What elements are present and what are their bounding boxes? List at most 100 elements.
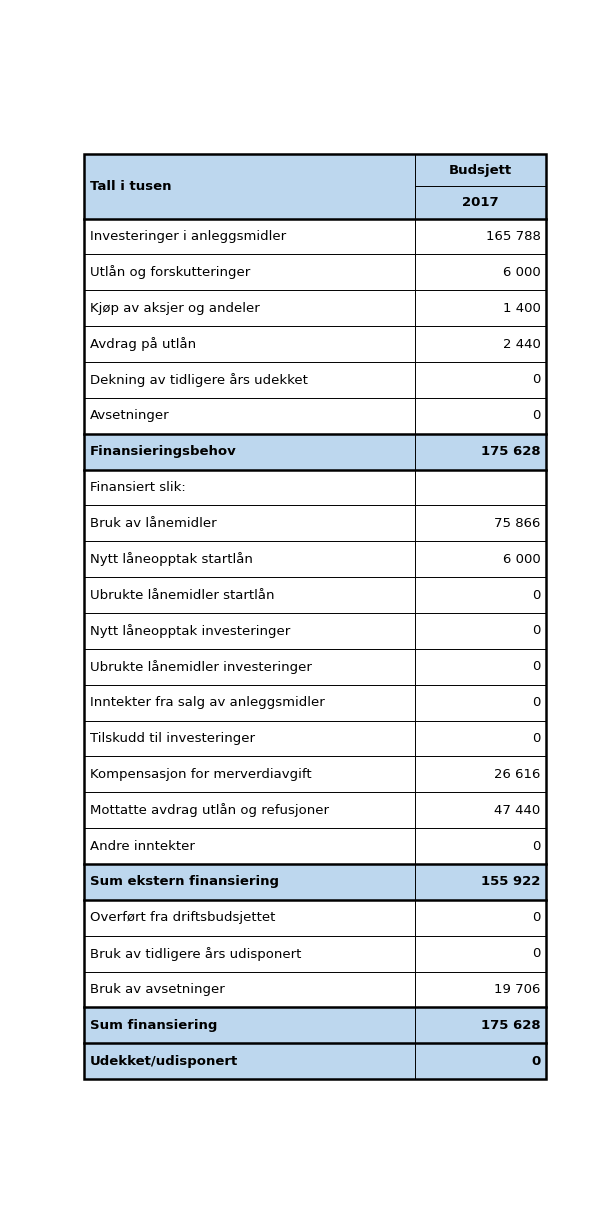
Text: Dekning av tidligere års udekket: Dekning av tidligere års udekket xyxy=(90,372,308,387)
Bar xyxy=(84,541,415,578)
Bar xyxy=(415,1043,546,1079)
Text: 0: 0 xyxy=(532,840,541,852)
Bar xyxy=(84,326,415,361)
Text: Bruk av tidligere års udisponert: Bruk av tidligere års udisponert xyxy=(90,946,301,961)
Text: Udekket/udisponert: Udekket/udisponert xyxy=(90,1055,238,1067)
Bar xyxy=(84,291,415,326)
Text: Ubrukte lånemidler startlån: Ubrukte lånemidler startlån xyxy=(90,589,274,602)
Bar xyxy=(84,1043,415,1079)
Bar xyxy=(84,433,415,470)
Text: Avsetninger: Avsetninger xyxy=(90,409,169,422)
Text: 47 440: 47 440 xyxy=(494,803,541,817)
Text: Investeringer i anleggsmidler: Investeringer i anleggsmidler xyxy=(90,230,286,243)
Text: Avdrag på utlån: Avdrag på utlån xyxy=(90,337,196,352)
Text: Sum ekstern finansiering: Sum ekstern finansiering xyxy=(90,875,279,889)
Text: 75 866: 75 866 xyxy=(494,516,541,530)
Text: Sum finansiering: Sum finansiering xyxy=(90,1018,217,1032)
Text: 0: 0 xyxy=(532,911,541,924)
Text: 155 922: 155 922 xyxy=(482,875,541,889)
Text: 175 628: 175 628 xyxy=(481,1018,541,1032)
Bar xyxy=(415,398,546,433)
Text: Kompensasjon for merverdiavgift: Kompensasjon for merverdiavgift xyxy=(90,768,311,781)
Bar xyxy=(415,219,546,254)
Text: 165 788: 165 788 xyxy=(486,230,541,243)
Text: 0: 0 xyxy=(532,696,541,709)
Bar xyxy=(415,254,546,291)
Text: 0: 0 xyxy=(532,624,541,637)
Text: Finansiert slik:: Finansiert slik: xyxy=(90,481,186,495)
Bar xyxy=(415,685,546,720)
Bar xyxy=(84,757,415,792)
Text: 0: 0 xyxy=(532,589,541,602)
Text: Nytt låneopptak investeringer: Nytt låneopptak investeringer xyxy=(90,624,290,637)
Bar xyxy=(84,792,415,828)
Text: Nytt låneopptak startlån: Nytt låneopptak startlån xyxy=(90,552,253,567)
Text: Bruk av avsetninger: Bruk av avsetninger xyxy=(90,983,224,996)
Text: Andre inntekter: Andre inntekter xyxy=(90,840,194,852)
Text: Mottatte avdrag utlån og refusjoner: Mottatte avdrag utlån og refusjoner xyxy=(90,803,329,817)
Bar xyxy=(415,433,546,470)
Bar xyxy=(84,398,415,433)
Bar xyxy=(84,254,415,291)
Text: 1 400: 1 400 xyxy=(502,302,541,315)
Bar xyxy=(415,541,546,578)
Bar xyxy=(84,900,415,935)
Text: 26 616: 26 616 xyxy=(494,768,541,781)
Text: 6 000: 6 000 xyxy=(503,553,541,565)
Bar xyxy=(415,578,546,613)
Bar xyxy=(84,864,415,900)
Bar xyxy=(84,578,415,613)
Text: Tall i tusen: Tall i tusen xyxy=(90,179,171,193)
Text: Budsjett: Budsjett xyxy=(449,164,512,177)
Bar xyxy=(84,219,415,254)
Text: Inntekter fra salg av anleggsmidler: Inntekter fra salg av anleggsmidler xyxy=(90,696,325,709)
Bar xyxy=(84,470,415,505)
Bar xyxy=(84,154,415,219)
Text: Utlån og forskutteringer: Utlån og forskutteringer xyxy=(90,265,250,280)
Text: Kjøp av aksjer og andeler: Kjøp av aksjer og andeler xyxy=(90,302,260,315)
Text: 0: 0 xyxy=(532,374,541,386)
Text: 6 000: 6 000 xyxy=(503,266,541,278)
Bar xyxy=(415,505,546,541)
Bar xyxy=(415,828,546,864)
Text: Tilskudd til investeringer: Tilskudd til investeringer xyxy=(90,733,255,745)
Bar xyxy=(84,505,415,541)
Text: 19 706: 19 706 xyxy=(494,983,541,996)
Text: 175 628: 175 628 xyxy=(481,446,541,458)
Text: 0: 0 xyxy=(532,947,541,960)
Bar xyxy=(84,648,415,685)
Bar xyxy=(415,326,546,361)
Bar xyxy=(415,935,546,972)
Text: Bruk av lånemidler: Bruk av lånemidler xyxy=(90,516,216,530)
Bar xyxy=(415,613,546,648)
Bar xyxy=(415,361,546,398)
Text: Ubrukte lånemidler investeringer: Ubrukte lånemidler investeringer xyxy=(90,659,312,674)
Bar xyxy=(84,720,415,757)
Bar xyxy=(415,864,546,900)
Bar xyxy=(84,828,415,864)
Text: 2 440: 2 440 xyxy=(502,337,541,350)
Bar xyxy=(84,685,415,720)
Bar xyxy=(415,291,546,326)
Bar xyxy=(84,613,415,648)
Text: 0: 0 xyxy=(532,661,541,673)
Bar xyxy=(415,1007,546,1043)
Text: 0: 0 xyxy=(532,409,541,422)
Bar xyxy=(84,1007,415,1043)
Bar xyxy=(84,361,415,398)
Text: Finansieringsbehov: Finansieringsbehov xyxy=(90,446,237,458)
Bar xyxy=(415,648,546,685)
Text: 0: 0 xyxy=(531,1055,541,1067)
Bar xyxy=(415,792,546,828)
Bar xyxy=(84,972,415,1007)
Bar xyxy=(415,900,546,935)
Text: Overført fra driftsbudsjettet: Overført fra driftsbudsjettet xyxy=(90,911,275,924)
Bar xyxy=(84,935,415,972)
Bar xyxy=(415,154,546,187)
Text: 2017: 2017 xyxy=(462,195,499,209)
Text: 0: 0 xyxy=(532,733,541,745)
Bar xyxy=(415,757,546,792)
Bar xyxy=(415,972,546,1007)
Bar xyxy=(415,187,546,219)
Bar xyxy=(415,720,546,757)
